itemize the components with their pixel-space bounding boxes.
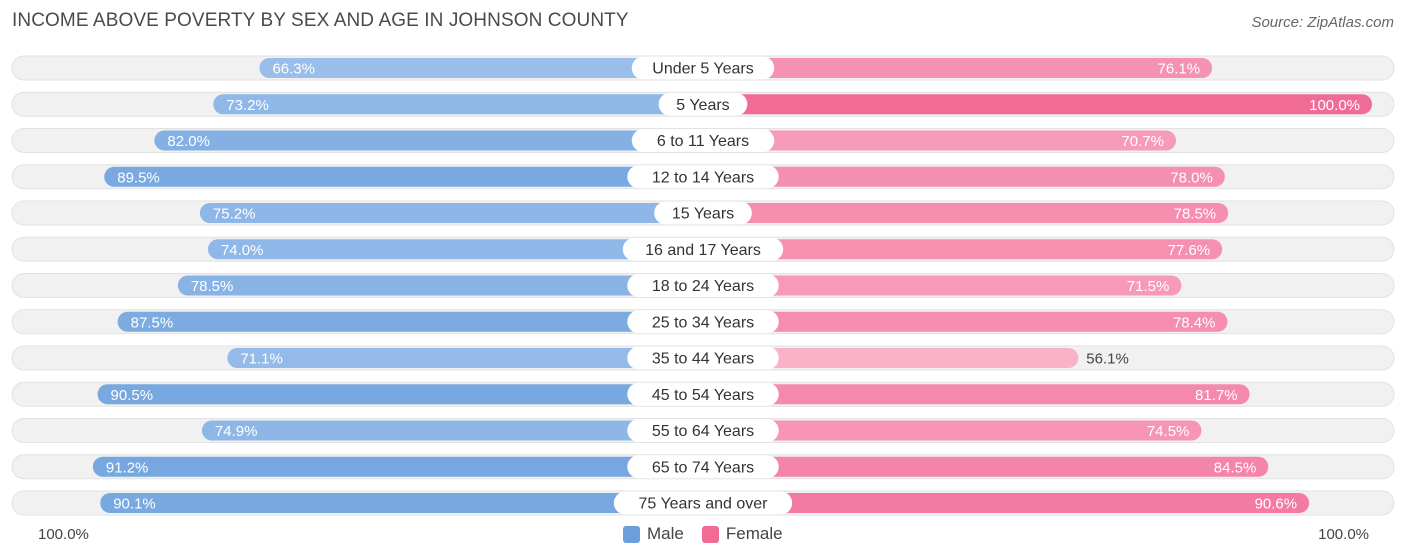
female-bar (703, 94, 1372, 115)
category-pill (627, 419, 779, 442)
category-pill (622, 237, 784, 261)
female-value-label: 74.5% (1147, 423, 1190, 440)
category-pill (627, 274, 779, 297)
category-label: 65 to 74 Years (652, 459, 754, 476)
category-pill (658, 92, 748, 116)
female-value-label: 78.4% (1173, 314, 1216, 331)
female-bar (703, 130, 1176, 151)
legend-label-male: Male (647, 524, 684, 543)
chart-title: INCOME ABOVE POVERTY BY SEX AND AGE IN J… (12, 10, 629, 31)
female-value-label: 90.6% (1255, 496, 1298, 513)
male-value-label: 90.1% (113, 496, 156, 513)
male-bar (207, 239, 703, 260)
category-pill (631, 129, 775, 152)
female-value-label: 81.7% (1195, 387, 1238, 404)
male-value-label: 82.0% (167, 133, 210, 150)
legend-item-female: Female (701, 524, 783, 544)
male-bar (92, 456, 703, 477)
female-bar (703, 420, 1202, 441)
female-value-label: 71.5% (1127, 278, 1170, 295)
female-value-label: 78.5% (1174, 206, 1217, 223)
female-value-label: 56.1% (1086, 351, 1129, 368)
male-value-label: 87.5% (131, 314, 174, 331)
male-value-label: 66.3% (272, 61, 315, 78)
category-label: 6 to 11 Years (657, 133, 749, 150)
male-bar (104, 166, 704, 187)
female-bar (703, 348, 1079, 368)
category-pill (627, 455, 779, 479)
female-value-label: 70.7% (1121, 133, 1164, 150)
legend-swatch-male (623, 525, 640, 543)
female-value-label: 76.1% (1158, 61, 1201, 78)
male-bar (177, 275, 703, 296)
category-label: 15 Years (672, 206, 734, 223)
legend: Male Female (623, 524, 801, 544)
axis-left-label: 100.0% (38, 526, 89, 543)
female-bar (703, 166, 1225, 187)
category-label: Under 5 Years (652, 61, 753, 78)
female-bar (703, 456, 1269, 477)
category-pill (627, 382, 779, 406)
source-label: Source: ZipAtlas.com (1251, 14, 1394, 31)
male-bar (227, 348, 703, 368)
category-pill (631, 56, 775, 80)
male-value-label: 73.2% (226, 97, 269, 114)
female-value-label: 77.6% (1168, 242, 1211, 259)
female-bar (703, 275, 1182, 296)
category-label: 55 to 64 Years (652, 423, 754, 440)
female-value-label: 78.0% (1170, 169, 1213, 186)
male-value-label: 90.5% (111, 387, 154, 404)
male-value-label: 74.9% (215, 423, 258, 440)
category-pill (613, 491, 793, 515)
category-label: 18 to 24 Years (652, 278, 754, 295)
male-bar (117, 311, 703, 332)
male-value-label: 75.2% (213, 206, 256, 223)
male-value-label: 71.1% (240, 351, 283, 368)
male-bar (213, 94, 704, 115)
category-label: 5 Years (676, 97, 729, 114)
category-pill (654, 201, 752, 225)
category-label: 35 to 44 Years (652, 351, 754, 368)
male-bar (259, 58, 703, 78)
category-label: 75 Years and over (639, 496, 769, 513)
category-pill (627, 346, 779, 370)
female-bar (703, 493, 1310, 513)
male-value-label: 74.0% (221, 242, 264, 259)
chart-area: 66.3% 76.1% Under 5 Years 73.2% 100.0% 5 Year… (11, 55, 1395, 516)
female-value-label: 100.0% (1309, 97, 1360, 114)
male-value-label: 89.5% (117, 169, 160, 186)
female-bar (703, 58, 1213, 78)
category-pill (627, 310, 779, 334)
male-bar (97, 384, 704, 405)
category-label: 16 and 17 Years (645, 242, 761, 259)
legend-item-male: Male (623, 524, 684, 544)
legend-swatch-female (701, 525, 719, 543)
category-label: 45 to 54 Years (652, 387, 754, 404)
female-bar (703, 384, 1250, 405)
male-value-label: 78.5% (191, 278, 234, 295)
male-bar (154, 130, 704, 151)
category-label: 12 to 14 Years (652, 169, 754, 186)
male-bar (199, 203, 704, 223)
male-bar (100, 493, 703, 513)
category-label: 25 to 34 Years (652, 314, 754, 331)
legend-label-female: Female (725, 524, 783, 543)
female-bar (703, 203, 1229, 223)
female-bar (703, 239, 1223, 260)
male-bar (201, 420, 703, 441)
female-bar (703, 311, 1228, 332)
category-pill (627, 165, 779, 189)
male-value-label: 91.2% (106, 459, 149, 476)
axis-right-label: 100.0% (1318, 526, 1369, 543)
female-value-label: 84.5% (1214, 459, 1257, 476)
